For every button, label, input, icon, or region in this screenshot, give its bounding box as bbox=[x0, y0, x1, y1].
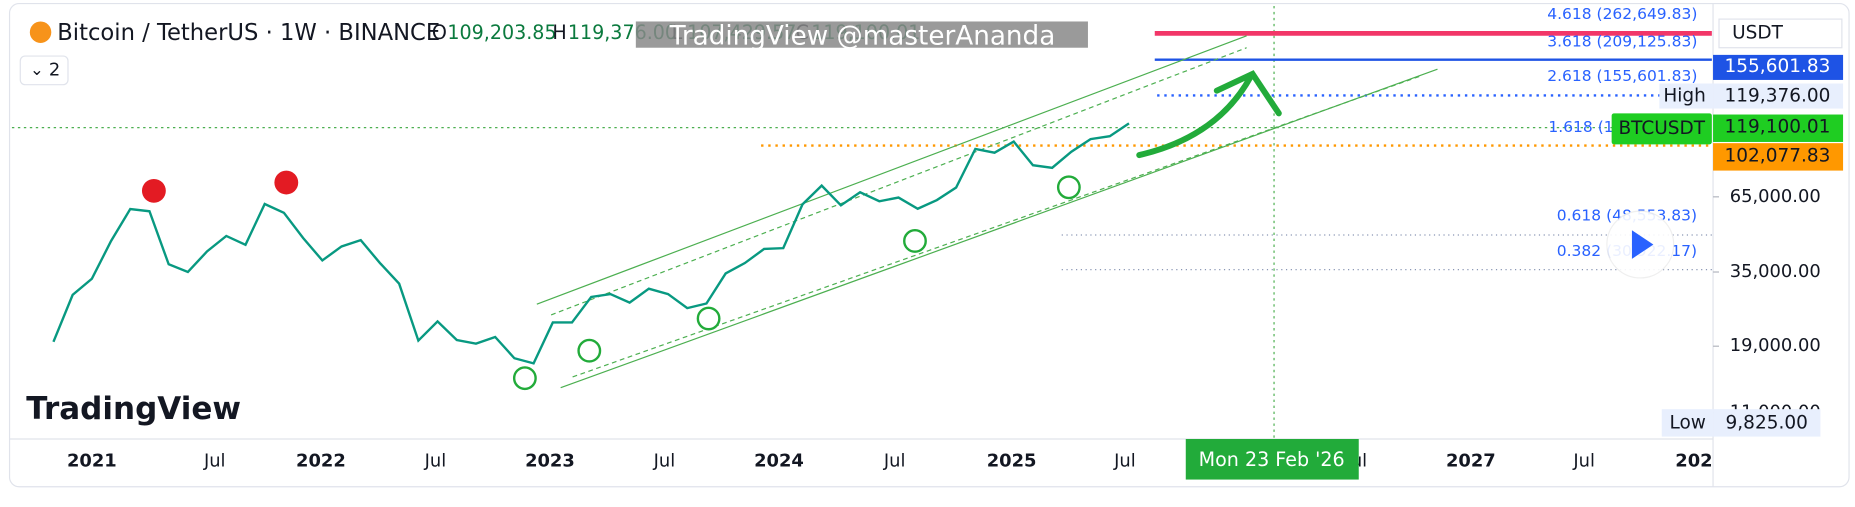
x-tick-label: Jul bbox=[653, 451, 676, 472]
x-tick-label: Jul bbox=[203, 451, 226, 472]
indicator-toggle[interactable] bbox=[19, 55, 69, 86]
price-tag-value: 119,376.00 bbox=[1725, 86, 1831, 107]
price-tag bbox=[1713, 83, 1844, 109]
ohlc-value: 109,203.85 bbox=[447, 22, 556, 44]
x-tick-label: 2022 bbox=[296, 451, 346, 472]
channel-line bbox=[550, 47, 1247, 316]
x-tick-label: 2023 bbox=[525, 451, 575, 472]
currency-box[interactable] bbox=[1718, 18, 1843, 49]
watermark: TradingView @masterAnanda bbox=[669, 21, 1056, 51]
indicator-count: 2 bbox=[49, 59, 60, 80]
fib-label: 3.618 (209,125.83) bbox=[1547, 32, 1697, 50]
plot-area: 4.618 (262,649.83) 3.618 (209,125.83) 2.… bbox=[11, 5, 1712, 439]
tag-name-box bbox=[1659, 83, 1714, 109]
symbol: Bitcoin / TetherUS · 1W · BINANCE bbox=[57, 20, 440, 46]
fib-label: 1.618 (1 bbox=[1548, 118, 1613, 136]
price-tag-value: 9,825.00 bbox=[1726, 412, 1808, 433]
crosshair-date: Mon 23 Feb '26 bbox=[1199, 449, 1345, 471]
time-axis: 2021 Jul 2022 Jul 2023 Jul 2024 Jul 2025 Jul Jul 20… bbox=[67, 451, 1713, 472]
currency: USDT bbox=[1732, 22, 1783, 43]
projection-arrow bbox=[1136, 70, 1282, 159]
x-tick-label: 2025 bbox=[987, 451, 1037, 472]
y-tick-label: 65,000.00 bbox=[1730, 186, 1821, 207]
frame bbox=[8, 2, 1850, 488]
fib-label: 2.618 (155,601.83) bbox=[1547, 67, 1697, 85]
sell-signals bbox=[141, 170, 299, 203]
tag-name: High bbox=[1663, 86, 1705, 107]
price-tag bbox=[1713, 54, 1844, 80]
tag-name-box bbox=[1611, 113, 1712, 145]
ohlc-key: O bbox=[432, 22, 447, 44]
buy-signals bbox=[512, 175, 1081, 391]
x-tick-label: Jul bbox=[424, 451, 447, 472]
tag-name: BTCUSDT bbox=[1618, 118, 1705, 139]
x-tick-label: Jul bbox=[1572, 451, 1595, 472]
x-tick-label: 2027 bbox=[1446, 451, 1496, 472]
channel-line bbox=[536, 35, 1247, 305]
price-tag-value: 102,077.83 bbox=[1725, 145, 1831, 166]
ohlc-key: H bbox=[552, 22, 566, 44]
price-tag-value: 155,601.83 bbox=[1725, 56, 1831, 77]
x-tick-label: Jul bbox=[883, 451, 906, 472]
tag-name: Low bbox=[1669, 412, 1705, 433]
x-tick-label: 2021 bbox=[67, 451, 117, 472]
price-tag bbox=[1713, 409, 1821, 437]
crosshair-date-box bbox=[1185, 439, 1359, 480]
x-tick-label: 202 bbox=[1675, 451, 1712, 472]
watermark-bg bbox=[635, 21, 1088, 48]
price-line bbox=[52, 122, 1130, 365]
y-tick-label: 19,000.00 bbox=[1730, 335, 1821, 356]
price-tag bbox=[1713, 114, 1844, 142]
coin-icon bbox=[29, 21, 52, 43]
price-tag-value: 119,100.01 bbox=[1725, 117, 1831, 138]
toggle-chevron: ⌄ bbox=[30, 59, 44, 79]
fib-label: 4.618 (262,649.83) bbox=[1547, 5, 1697, 23]
x-tick-label: Jul bbox=[1113, 451, 1136, 472]
x-tick-label: 2024 bbox=[754, 451, 804, 472]
play-icon bbox=[1631, 230, 1654, 259]
series bbox=[52, 122, 1130, 365]
logo: TradingView bbox=[26, 391, 241, 427]
y-tick-label: 35,000.00 bbox=[1730, 261, 1821, 282]
tag-name-box bbox=[1661, 409, 1714, 437]
price-tag bbox=[1713, 143, 1844, 171]
